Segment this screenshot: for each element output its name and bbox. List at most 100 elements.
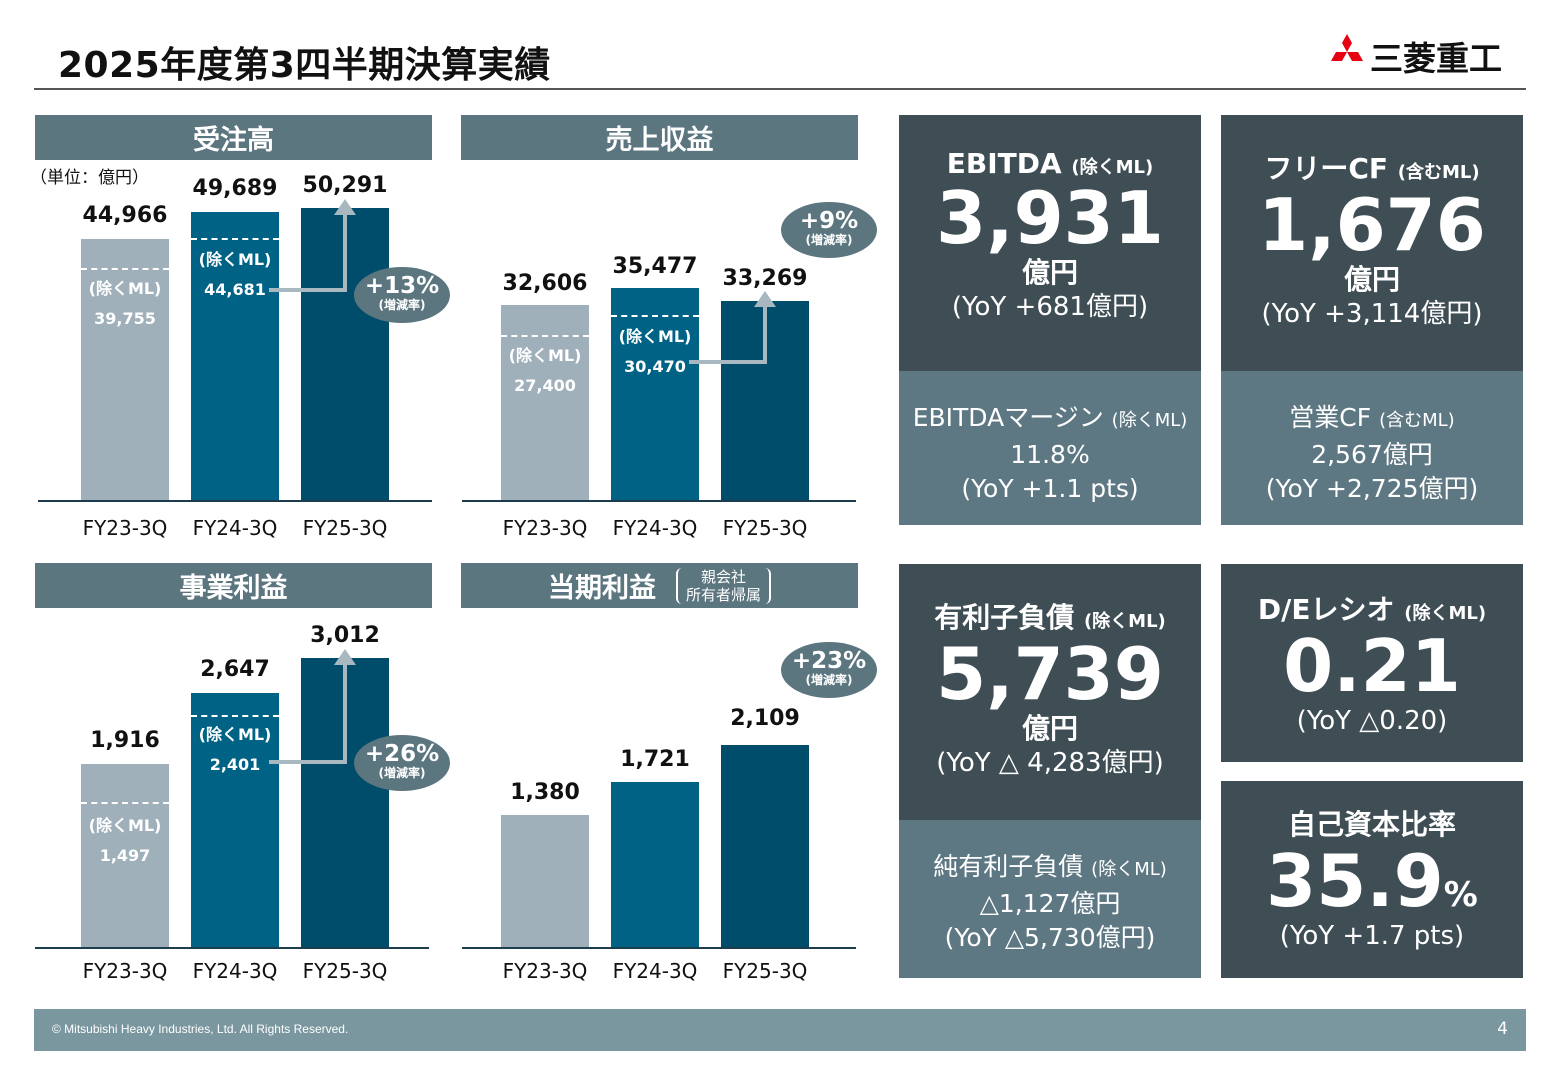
chart-baseline	[38, 500, 432, 502]
bar-orders-fy24	[191, 212, 279, 501]
bar-value: 50,291	[302, 173, 388, 198]
kpi-sub-value: △1,127億円	[979, 889, 1121, 918]
x-label: FY25-3Q	[302, 959, 388, 983]
bar-profit-fy23	[81, 764, 169, 948]
bar-value: 2,647	[200, 657, 270, 682]
chart-baseline	[462, 947, 856, 949]
kpi-sub-yoy: (YoY +2,725億円)	[1265, 474, 1479, 503]
excl-ml-value: 27,400	[514, 376, 576, 395]
kpi-unit: 億円	[1343, 263, 1400, 296]
three-diamonds-icon	[1331, 34, 1363, 61]
bar-value: 1,380	[510, 780, 580, 805]
excl-ml-label: (除くML)	[618, 327, 692, 346]
kpi-yoy: (YoY +681億円)	[951, 292, 1149, 322]
x-label: FY25-3Q	[722, 959, 808, 983]
bar-value: 35,477	[612, 254, 698, 279]
excl-ml-value: 1,497	[99, 846, 151, 865]
copyright: © Mitsubishi Heavy Industries, Ltd. All …	[52, 1022, 349, 1036]
excl-ml-label: (除くML)	[198, 250, 272, 269]
excl-ml-value: 39,755	[94, 309, 156, 328]
bar-revenue-fy24	[611, 288, 699, 501]
kpi-value: 1,676	[1258, 183, 1486, 267]
kpi-sub-value: 11.8%	[1010, 440, 1090, 469]
kpi-title: EBITDA (除くML)	[946, 147, 1154, 180]
x-label: FY24-3Q	[612, 516, 698, 540]
growth-connector	[343, 664, 347, 764]
kpi-yoy: (YoY △ 4,283億円)	[936, 748, 1164, 778]
excl-ml-value: 30,470	[624, 357, 686, 376]
page-number: 4	[1497, 1019, 1508, 1039]
kpi-title: フリーCF (含むML)	[1264, 152, 1480, 185]
x-label: FY25-3Q	[722, 516, 808, 540]
subtitle-line: 所有者帰属	[685, 585, 761, 604]
bar-value: 44,966	[82, 203, 168, 228]
growth-value: +9%	[799, 208, 859, 234]
growth-connector	[269, 288, 347, 292]
kpi-yoy: (YoY +3,114億円)	[1261, 299, 1483, 329]
logo-text: 三菱重工	[1370, 39, 1502, 78]
kpi-sub-ebitda-margin: EBITDAマージン (除くML) 11.8% (YoY +1.1 pts)	[899, 371, 1201, 525]
panel-header-net-income: 当期利益 親会社 所有者帰属	[461, 563, 858, 608]
growth-value: +23%	[791, 648, 867, 674]
panel-header-orders: 受注高	[35, 115, 432, 160]
bar-value: 1,916	[90, 728, 160, 753]
x-label: FY24-3Q	[192, 516, 278, 540]
kpi-sub-title: EBITDAマージン (除くML)	[912, 403, 1188, 432]
chart-baseline	[462, 500, 856, 502]
footer-bar: © Mitsubishi Heavy Industries, Ltd. All …	[34, 1009, 1526, 1051]
kpi-value: 35.9	[1266, 839, 1444, 923]
growth-connector	[689, 360, 767, 364]
arrow-up-icon	[334, 199, 356, 215]
chart-baseline	[35, 947, 429, 949]
panel-header-revenue: 売上収益	[461, 115, 858, 160]
excl-ml-label: (除くML)	[198, 725, 272, 744]
x-label: FY25-3Q	[302, 516, 388, 540]
panel-title: 売上収益	[605, 125, 714, 156]
arrow-up-icon	[754, 291, 776, 307]
excl-ml-line	[81, 268, 169, 270]
bar-net-fy25	[721, 745, 809, 948]
bar-value: 3,012	[310, 623, 380, 648]
kpi-unit: 億円	[1021, 256, 1078, 289]
bar-value: 49,689	[192, 176, 278, 201]
kpi-value: 0.21	[1283, 624, 1461, 708]
x-label: FY23-3Q	[82, 959, 168, 983]
growth-badge: +23% (増減率)	[781, 642, 877, 698]
kpi-value: 3,931	[936, 176, 1164, 260]
arrow-up-icon	[334, 649, 356, 665]
bar-orders-fy23	[81, 239, 169, 501]
excl-ml-value: 2,401	[209, 755, 261, 774]
kpi-sub-net-debt: 純有利子負債 (除くML) △1,127億円 (YoY △5,730億円)	[899, 820, 1201, 978]
title-divider	[34, 88, 1526, 90]
growth-badge: +26% (増減率)	[354, 735, 450, 791]
excl-ml-line	[611, 315, 699, 317]
kpi-card-fcf: フリーCF (含むML) 1,676 億円 (YoY +3,114億円)	[1221, 115, 1523, 371]
excl-ml-label: (除くML)	[88, 816, 162, 835]
growth-badge: +13% (増減率)	[354, 267, 450, 323]
growth-label: (増減率)	[378, 298, 426, 312]
kpi-title: D/Eレシオ (除くML)	[1257, 593, 1487, 626]
subtitle-line: 親会社	[700, 567, 746, 586]
x-label: FY23-3Q	[502, 516, 588, 540]
growth-value: +13%	[364, 273, 440, 299]
kpi-yoy: (YoY △0.20)	[1296, 706, 1448, 736]
growth-label: (増減率)	[378, 766, 426, 780]
bar-revenue-fy23	[501, 305, 589, 501]
kpi-sub-operating-cf: 営業CF (含むML) 2,567億円 (YoY +2,725億円)	[1221, 371, 1523, 525]
excl-ml-line	[191, 238, 279, 240]
bar-net-fy24	[611, 782, 699, 948]
kpi-sub-value: 2,567億円	[1311, 440, 1433, 469]
x-label: FY23-3Q	[82, 516, 168, 540]
growth-label: (増減率)	[805, 233, 853, 247]
growth-connector	[343, 214, 347, 292]
unit-note: （単位：億円）	[30, 168, 149, 188]
panel-header-business-profit: 事業利益	[35, 563, 432, 608]
bar-value: 33,269	[722, 266, 808, 291]
panel-subtitle: 親会社 所有者帰属	[675, 567, 771, 604]
growth-connector	[269, 760, 347, 764]
kpi-card-equity-ratio: 自己資本比率 35.9% (YoY +1.7 pts)	[1221, 781, 1523, 978]
kpi-sub-title: 純有利子負債 (除くML)	[933, 852, 1167, 881]
growth-badge: +9% (増減率)	[781, 202, 877, 258]
bar-value: 1,721	[620, 747, 690, 772]
panel-title: 受注高	[193, 125, 274, 156]
